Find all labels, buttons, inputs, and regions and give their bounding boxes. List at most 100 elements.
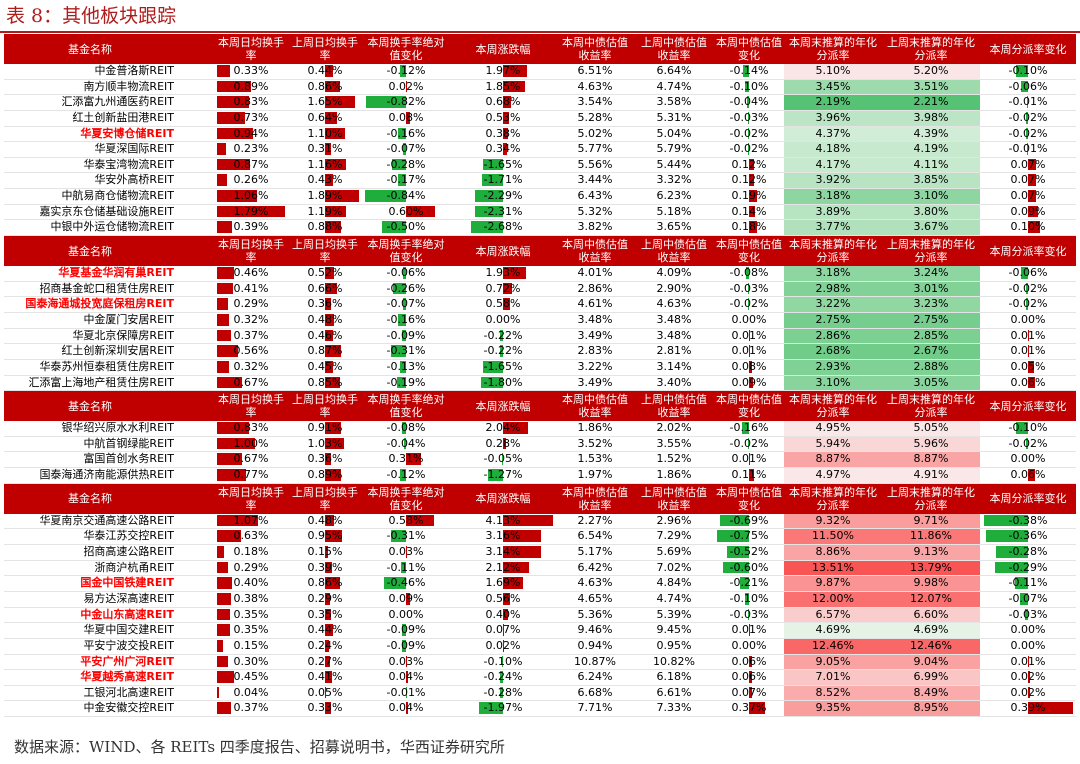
cell-value: 5.36%: [577, 607, 613, 621]
bar-cell: 0.28%: [450, 437, 556, 452]
positive-bar: [325, 360, 334, 373]
table-row: 华夏越秀高速REIT 0.45% 0.41% 0.04% -0.24% 6.24% 6.18…: [4, 670, 1076, 686]
cell-value: 0.03%: [388, 654, 424, 668]
heatmap-cell: 4.39%: [882, 126, 980, 142]
bar-cell: -0.02%: [714, 127, 784, 142]
cell-value: 5.39%: [656, 607, 692, 621]
positive-bar: [503, 514, 553, 527]
cell-value: 1.97%: [577, 468, 613, 482]
cell-value: -0.10%: [1008, 64, 1048, 77]
cell-value: -0.10%: [729, 79, 769, 93]
bar-cell: 0.12%: [714, 158, 784, 173]
bar-cell: -1.80%: [450, 376, 556, 391]
negative-bar: [501, 655, 503, 668]
column-header: 上周末推算的年化分派率: [887, 485, 975, 512]
heatmap-cell: 13.51%: [784, 560, 882, 576]
bar-cell: -0.04%: [714, 95, 784, 110]
heatmap-cell: 2.67%: [882, 344, 980, 359]
positive-bar: [325, 174, 333, 187]
bar-cell: -0.22%: [450, 329, 556, 344]
cell-value: -0.12%: [386, 468, 426, 482]
cell-value: 7.33%: [656, 701, 692, 715]
bar-cell: 0.14%: [714, 205, 784, 220]
positive-bar: [406, 453, 422, 466]
heatmap-cell: 9.71%: [882, 513, 980, 529]
bar-cell: 3.14%: [450, 545, 556, 560]
positive-bar: [749, 174, 755, 187]
table-row: 华泰苏州恒泰租赁住房REIT 0.32% 0.45% -0.13% -1.65% 3.22…: [4, 359, 1076, 376]
bar-cell: 0.01%: [980, 655, 1076, 670]
positive-bar: [1028, 190, 1037, 202]
heatmap-cell: 4.69%: [784, 623, 882, 638]
negative-bar: [748, 127, 749, 140]
bar-cell: 0.48%: [288, 313, 362, 328]
cell-value: 4.09%: [656, 266, 692, 280]
bar-cell: 0.00%: [450, 313, 556, 328]
cell-value: 1.97%: [485, 64, 521, 77]
cell-value: 0.14%: [731, 204, 767, 218]
positive-bar: [325, 267, 335, 279]
cell-value: 0.07%: [1010, 157, 1046, 171]
negative-bar: [1025, 437, 1028, 450]
bar-cell: 0.07%: [980, 158, 1076, 173]
cell-value: -0.09%: [386, 638, 426, 652]
positive-bar: [325, 221, 341, 234]
heatmap-cell: 4.69%: [882, 623, 980, 638]
column-header: 上周中债估值收益率: [641, 393, 707, 420]
bar-cell: 0.05%: [980, 360, 1076, 375]
bar-cell: 0.06%: [980, 376, 1076, 391]
positive-bar: [217, 469, 247, 481]
positive-bar: [1028, 329, 1030, 342]
bar-cell: 0.58%: [362, 514, 450, 529]
positive-bar: [217, 111, 245, 124]
positive-bar: [325, 530, 343, 543]
cell-value: 2.27%: [577, 513, 613, 527]
bar-cell: 0.56%: [214, 344, 288, 359]
cell-value: 0.77%: [233, 468, 269, 482]
cell-value: -0.82%: [386, 95, 426, 109]
bar-cell: 0.07%: [980, 189, 1076, 204]
cell-value: 4.74%: [656, 79, 692, 93]
column-header: 本周分派率变化: [989, 399, 1067, 413]
column-header: 本周换手率绝对值变化: [367, 485, 445, 512]
cell-value: 4.84%: [656, 576, 692, 590]
column-header: 本周中债估值收益率: [562, 238, 628, 265]
cell-value: 0.34%: [485, 142, 521, 156]
cell-value: 6.42%: [577, 560, 613, 574]
cell-value: 0.91%: [307, 421, 343, 435]
negative-bar: [475, 190, 503, 202]
positive-bar: [217, 514, 258, 527]
cell-value: 0.18%: [731, 220, 767, 234]
cell-value: -0.07%: [1008, 591, 1048, 605]
bar-cell: 0.10%: [980, 220, 1076, 235]
bar-cell: 0.01%: [714, 344, 784, 359]
negative-bar: [1026, 143, 1028, 155]
cell-value: 0.07%: [485, 623, 521, 637]
cell-value: 0.87%: [307, 344, 343, 358]
positive-bar: [1028, 686, 1031, 699]
cell-value: 0.00%: [1010, 452, 1046, 466]
table-row: 中金安徽交控REIT 0.37% 0.33% 0.04% -1.97% 7.71% 7.33…: [4, 701, 1076, 718]
cell-value: 0.29%: [233, 560, 269, 574]
cell-value: -0.03%: [729, 607, 769, 621]
heatmap-cell: 8.86%: [784, 545, 882, 560]
cell-value: -0.06%: [386, 266, 426, 280]
negative-bar: [483, 360, 503, 373]
bar-cell: 0.09%: [362, 592, 450, 607]
positive-bar: [217, 282, 233, 295]
cell-value: -0.11%: [1008, 576, 1048, 590]
negative-bar: [402, 422, 406, 434]
cell-value: 0.44%: [307, 623, 343, 637]
bar-cell: 0.01%: [714, 452, 784, 467]
cell-value: -0.02%: [1008, 297, 1048, 311]
cell-value: 2.02%: [656, 421, 692, 435]
column-header: 上周中债估值收益率: [641, 485, 707, 512]
fund-name: 华夏南京交通高速公路REIT: [39, 513, 174, 527]
bar-cell: 0.67%: [214, 452, 288, 467]
table-row: 浙商沪杭甬REIT 0.29% 0.39% -0.11% 2.12% 6.42% 7.02%…: [4, 560, 1076, 577]
negative-bar: [500, 329, 503, 342]
cell-value: 2.86%: [577, 281, 613, 295]
bar-cell: 0.45%: [288, 360, 362, 375]
bar-cell: 0.41%: [288, 670, 362, 685]
positive-bar: [1028, 345, 1030, 357]
